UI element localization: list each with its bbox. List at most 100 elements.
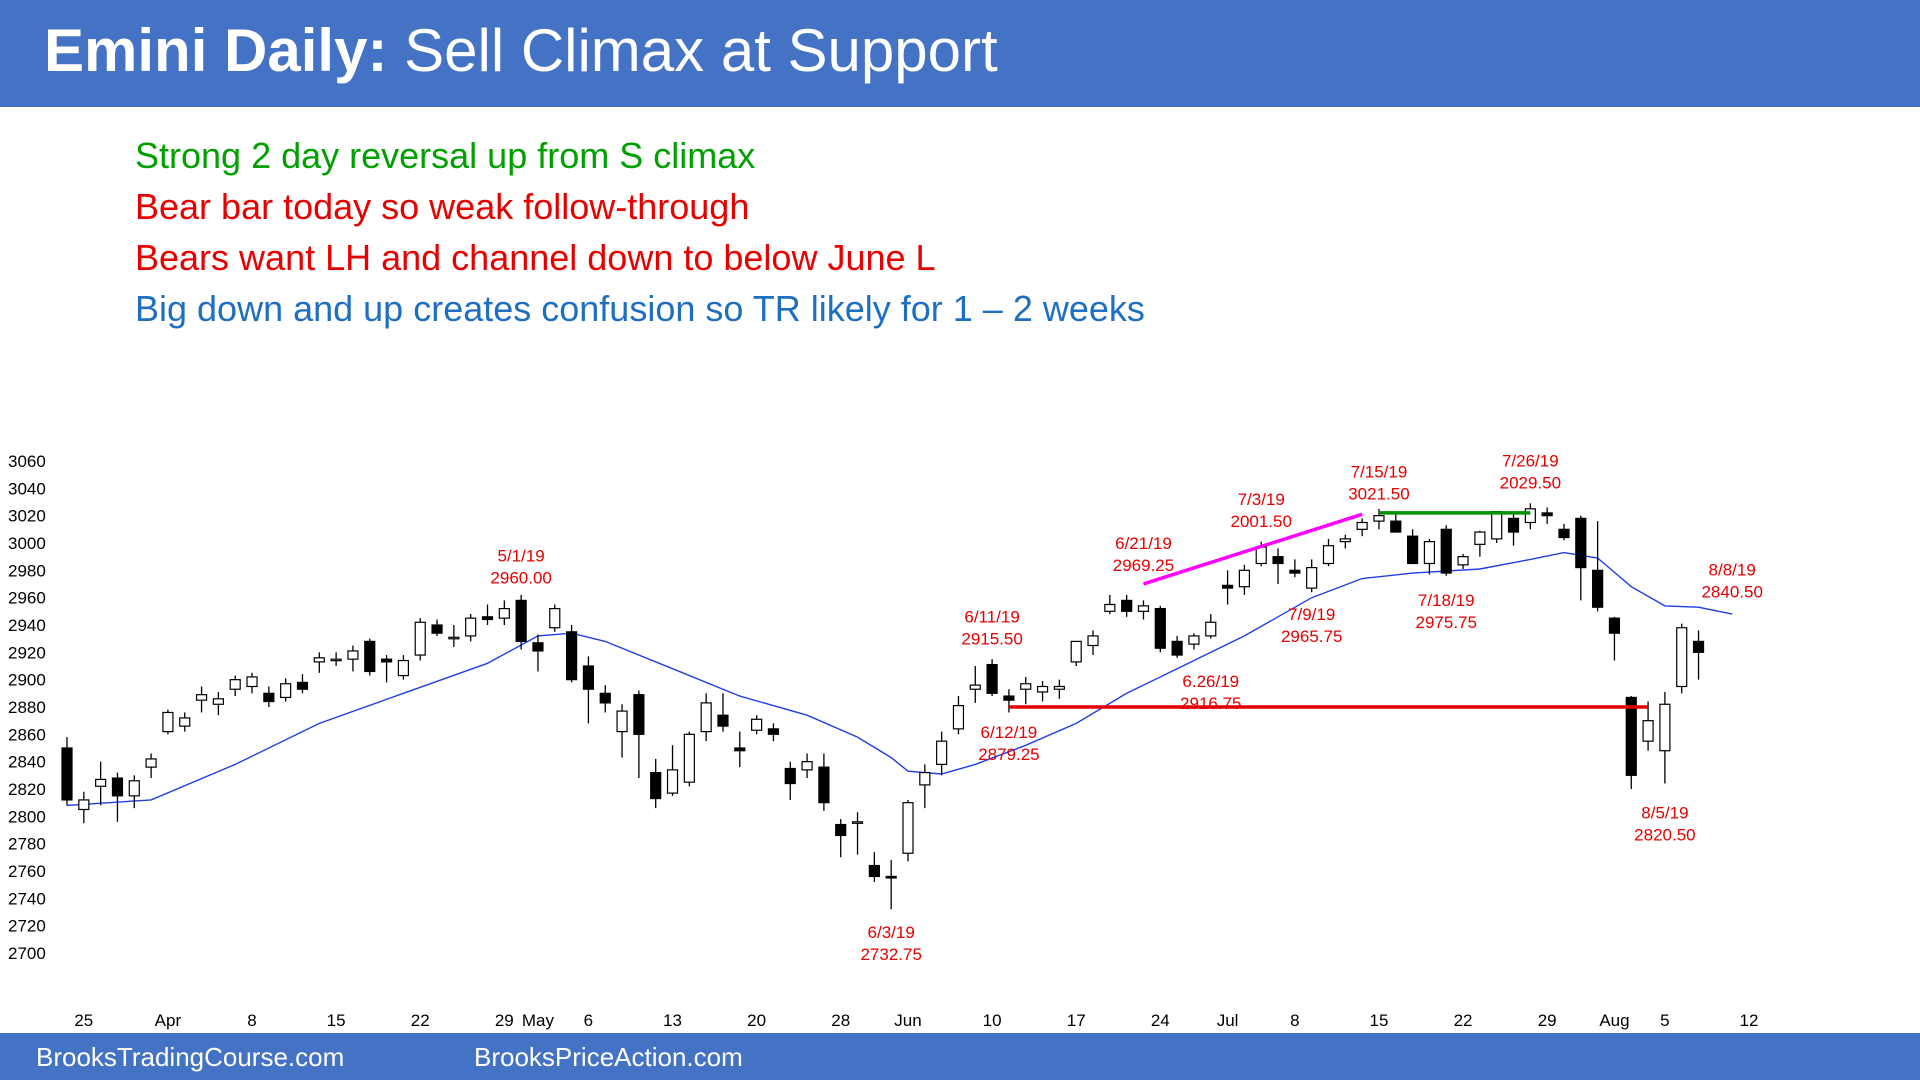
bear-candle	[835, 823, 847, 837]
footer-link-left[interactable]: BrooksTradingCourse.com	[36, 1042, 345, 1072]
bull-candle	[1188, 635, 1200, 645]
bull-candle	[1339, 538, 1351, 543]
x-tick-label: 17	[1067, 1011, 1086, 1030]
annotation-date: 6/21/19	[1115, 534, 1172, 553]
bull-candle	[700, 702, 712, 733]
bear-candle	[1575, 517, 1587, 569]
y-tick-label: 2780	[8, 835, 46, 854]
bear-candle	[380, 658, 393, 663]
x-tick-label: 20	[747, 1011, 766, 1030]
bear-candle	[734, 747, 746, 752]
annotation-price: 2960.00	[490, 569, 551, 588]
annotation-price: 2029.50	[1500, 474, 1561, 493]
x-tick-label: 15	[1369, 1011, 1388, 1030]
bull-candle	[498, 607, 510, 619]
bull-candle	[969, 684, 981, 690]
x-tick-label: 15	[327, 1011, 346, 1030]
note-2: Bear bar today so weak follow-through	[135, 186, 750, 227]
bull-candle	[1205, 621, 1217, 637]
bull-candle	[1356, 521, 1368, 530]
footer-link-right[interactable]: BrooksPriceAction.com	[474, 1042, 743, 1072]
footer-bar	[0, 1033, 1920, 1080]
bear-candle	[481, 616, 494, 621]
x-tick-label: 22	[411, 1011, 430, 1030]
x-tick-label: 12	[1740, 1011, 1759, 1030]
bull-candle	[1053, 685, 1065, 690]
x-tick-label: 28	[831, 1011, 850, 1030]
bull-candle	[128, 780, 140, 797]
bear-candle	[582, 665, 595, 690]
y-tick-label: 2860	[8, 725, 46, 744]
x-tick-label: 13	[663, 1011, 682, 1030]
x-tick-label: Aug	[1599, 1011, 1629, 1030]
bull-candle	[1306, 566, 1318, 589]
bear-candle	[1406, 535, 1419, 565]
x-tick-label: 24	[1151, 1011, 1170, 1030]
annotation-price: 2975.75	[1416, 613, 1477, 632]
annotation-price: 2916.75	[1180, 694, 1241, 713]
bear-candle	[263, 692, 275, 703]
annotation-date: 7/18/19	[1418, 591, 1475, 610]
y-tick-label: 2760	[8, 862, 46, 881]
bear-candle	[1558, 528, 1570, 539]
annotation-price: 2732.75	[860, 945, 921, 964]
bull-candle	[1238, 569, 1251, 588]
annotation-date: 6/11/19	[964, 607, 1019, 626]
y-tick-label: 2800	[8, 807, 46, 826]
bear-candle	[296, 681, 309, 690]
bull-candle	[330, 658, 342, 662]
y-tick-label: 3040	[8, 479, 46, 498]
bull-candle	[1373, 515, 1385, 522]
bear-candle	[767, 728, 780, 735]
bull-candle	[683, 733, 695, 783]
bear-candle	[364, 640, 376, 673]
y-tick-label: 3020	[8, 507, 46, 526]
bear-candle	[1154, 607, 1166, 649]
x-tick-label: 10	[983, 1011, 1002, 1030]
bull-candle	[1676, 627, 1688, 688]
bear-candle	[1541, 512, 1553, 517]
ema-line	[66, 551, 1733, 807]
bear-candle	[986, 664, 998, 694]
bull-candle	[1255, 546, 1267, 565]
annotation-price: 2915.50	[961, 629, 1022, 648]
bear-candle	[1692, 640, 1705, 653]
bull-candle	[1322, 545, 1335, 565]
bull-candle	[1524, 508, 1536, 524]
bull-candle	[952, 705, 965, 730]
bull-candle	[801, 761, 813, 771]
bear-candle	[565, 631, 578, 681]
bull-candle	[448, 636, 460, 640]
bear-candle	[1390, 520, 1402, 533]
bear-candle	[1592, 569, 1604, 608]
y-tick-label: 3000	[8, 534, 46, 553]
bull-candle	[616, 710, 628, 733]
bear-candle	[431, 624, 443, 634]
bull-candle	[145, 758, 157, 768]
bull-candle	[1423, 541, 1436, 565]
annotation-date: 8/8/19	[1709, 560, 1756, 579]
annotation-price: 2840.50	[1701, 582, 1762, 601]
bull-candle	[179, 717, 191, 727]
bull-candle	[195, 694, 208, 701]
bear-candle	[1507, 517, 1520, 533]
bull-candle	[246, 676, 258, 688]
bear-candle	[818, 766, 830, 804]
x-tick-label: 29	[495, 1011, 514, 1030]
bull-candle	[751, 718, 763, 731]
bear-candle	[868, 864, 880, 878]
y-tick-label: 2960	[8, 589, 46, 608]
bear-candle	[1171, 640, 1183, 656]
bull-candle	[229, 679, 241, 690]
trend-line	[1142, 512, 1363, 586]
x-tick-label: 8	[247, 1011, 256, 1030]
bull-candle	[1642, 720, 1654, 742]
bull-candle	[666, 769, 679, 794]
bull-candle	[1070, 640, 1082, 663]
bear-candle	[532, 642, 544, 652]
bear-candle	[1003, 695, 1015, 701]
bull-candle	[1137, 605, 1150, 612]
y-tick-label: 2740	[8, 889, 46, 908]
bear-candle	[650, 771, 662, 800]
annotation-price: 2820.50	[1634, 825, 1695, 844]
